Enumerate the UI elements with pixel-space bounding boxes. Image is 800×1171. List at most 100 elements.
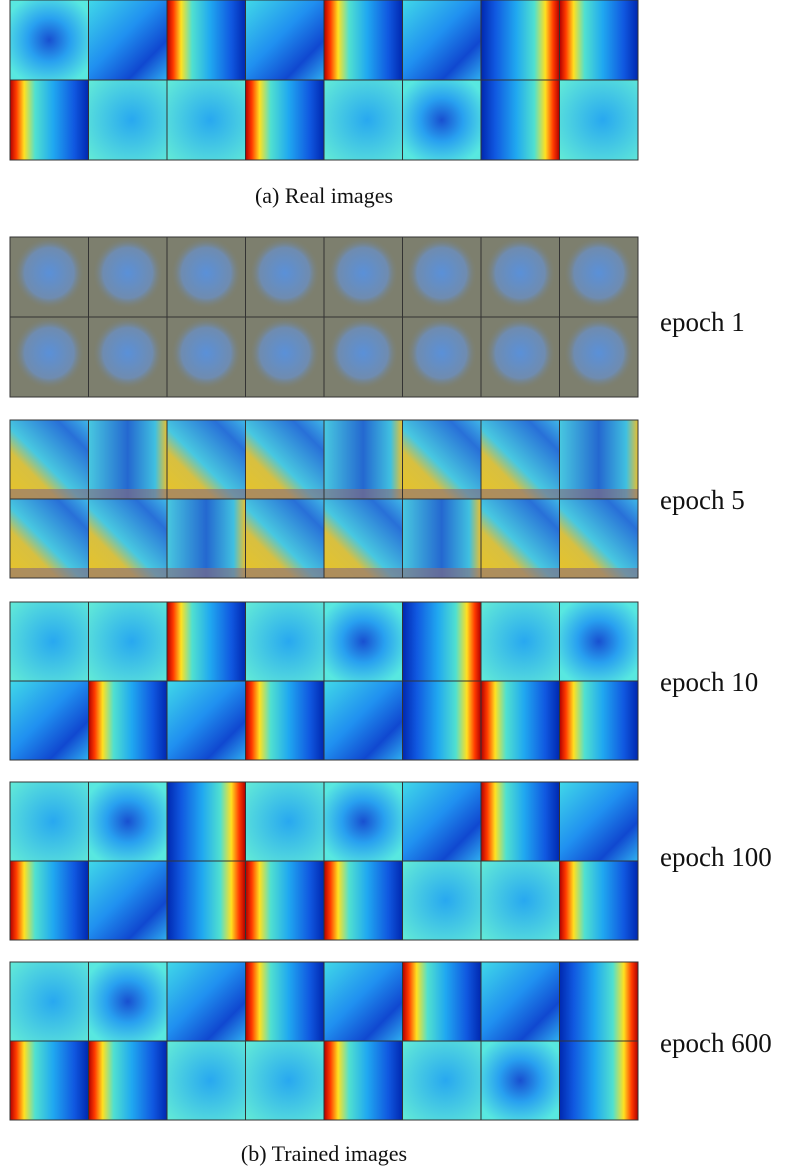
- tile: [324, 681, 403, 760]
- tile: [88, 80, 167, 160]
- tile: [559, 0, 638, 80]
- tile: [245, 1041, 324, 1120]
- epoch-label: epoch 5: [660, 485, 745, 515]
- tile: [88, 602, 167, 681]
- tile: [167, 861, 246, 940]
- tile: [559, 602, 638, 681]
- tile: [324, 602, 403, 681]
- epoch-label: epoch 10: [660, 667, 758, 697]
- tile: [559, 499, 638, 578]
- tile: [88, 861, 167, 940]
- tile: [559, 420, 638, 499]
- tile: [245, 80, 324, 160]
- tile: [559, 782, 638, 861]
- tile: [402, 420, 481, 499]
- tile-edge: [10, 489, 89, 499]
- tile-shade: [559, 237, 638, 317]
- tile-shade: [245, 237, 324, 317]
- tile: [10, 861, 89, 940]
- tile: [481, 681, 560, 760]
- tile: [245, 420, 324, 499]
- tile: [481, 80, 560, 160]
- tile-edge: [167, 568, 246, 578]
- tile: [167, 962, 246, 1041]
- tile: [88, 1041, 167, 1120]
- tile: [167, 1041, 246, 1120]
- tile: [402, 861, 481, 940]
- tile: [402, 80, 481, 160]
- caption: (b) Trained images: [241, 1141, 407, 1166]
- tile-shade: [402, 237, 481, 317]
- tile: [167, 499, 246, 578]
- tile: [402, 681, 481, 760]
- tile-edge: [481, 489, 560, 499]
- tile: [559, 80, 638, 160]
- tile: [481, 1041, 560, 1120]
- tile-edge: [88, 568, 167, 578]
- tile: [10, 499, 89, 578]
- tile-edge: [559, 568, 638, 578]
- tile-edge: [324, 489, 403, 499]
- tile: [324, 861, 403, 940]
- tile-border: [559, 316, 639, 398]
- tile: [324, 499, 403, 578]
- tile-edge: [167, 489, 246, 499]
- tile: [324, 1041, 403, 1120]
- tile: [88, 962, 167, 1041]
- tile: [481, 0, 560, 80]
- tile: [402, 602, 481, 681]
- epoch-label: epoch 1: [660, 307, 745, 337]
- tile: [167, 0, 246, 80]
- tile: [245, 782, 324, 861]
- tile-shade: [10, 237, 89, 317]
- tile: [10, 681, 89, 760]
- tile: [324, 0, 403, 80]
- tile: [10, 420, 89, 499]
- tile: [245, 0, 324, 80]
- tile-shade: [245, 317, 324, 397]
- tile-edge: [324, 568, 403, 578]
- tile-shade: [402, 317, 481, 397]
- epoch-label: epoch 600: [660, 1028, 772, 1058]
- tile-shade: [10, 317, 89, 397]
- tile: [10, 80, 89, 160]
- tile: [88, 681, 167, 760]
- tile-edge: [245, 568, 324, 578]
- tile-border: [559, 1040, 639, 1121]
- tile: [324, 782, 403, 861]
- tile: [10, 962, 89, 1041]
- tile: [324, 80, 403, 160]
- tile-shade: [88, 317, 167, 397]
- tile-border: [559, 498, 639, 579]
- tile: [167, 681, 246, 760]
- tile-shade: [324, 237, 403, 317]
- tile-edge: [88, 489, 167, 499]
- tile: [167, 782, 246, 861]
- tile: [245, 499, 324, 578]
- tile: [245, 861, 324, 940]
- caption: (a) Real images: [255, 183, 393, 208]
- tile: [88, 782, 167, 861]
- tile: [88, 420, 167, 499]
- image-grids: [9, 0, 639, 1121]
- tile-edge: [10, 568, 89, 578]
- tile: [167, 80, 246, 160]
- tile-edge: [481, 568, 560, 578]
- tile: [167, 420, 246, 499]
- tile: [167, 602, 246, 681]
- tile-edge: [559, 489, 638, 499]
- tile-shade: [324, 317, 403, 397]
- tile-border: [559, 860, 639, 941]
- tile: [88, 0, 167, 80]
- tile: [245, 602, 324, 681]
- tile: [402, 962, 481, 1041]
- tile-edge: [402, 568, 481, 578]
- tile: [88, 499, 167, 578]
- tile-edge: [402, 489, 481, 499]
- epoch-label: epoch 100: [660, 842, 772, 872]
- tile: [481, 499, 560, 578]
- tile: [402, 0, 481, 80]
- tile-shade: [88, 237, 167, 317]
- tile: [402, 1041, 481, 1120]
